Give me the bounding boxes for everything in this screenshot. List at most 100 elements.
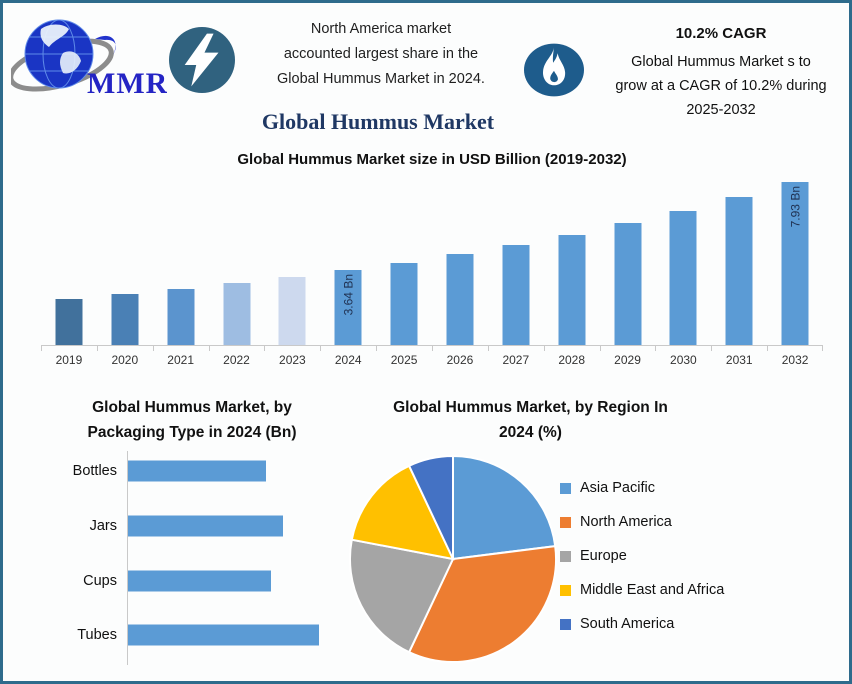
bar-column-2028 xyxy=(544,179,600,345)
x-axis-label-2023: 2023 xyxy=(279,353,306,367)
region-chart-title: Global Hummus Market, by Region In 2024 … xyxy=(358,395,703,445)
packaging-label-cups: Cups xyxy=(83,573,117,589)
bar-2020 xyxy=(111,294,139,345)
bar-2023 xyxy=(278,277,306,345)
pie-slice-middle-east-and-africa xyxy=(350,464,455,561)
x-axis-label-2024: 2024 xyxy=(334,353,362,367)
packaging-bar-jars xyxy=(128,515,283,537)
lightning-badge xyxy=(169,27,235,93)
legend-label: South America xyxy=(580,616,675,632)
axis-tick xyxy=(822,346,823,351)
cagr-line: Global Hummus Market s to xyxy=(631,54,811,70)
axis-tick xyxy=(376,346,377,351)
axis-tick xyxy=(264,346,265,351)
bar-value-label: 3.64 Bn xyxy=(341,274,356,316)
axis-tick xyxy=(209,346,210,351)
legend-item-middle-east-and-africa: Middle East and Africa xyxy=(560,581,724,599)
packaging-label-tubes: Tubes xyxy=(77,627,117,643)
legend-label: North America xyxy=(580,514,672,530)
cagr-line: 2025-2032 xyxy=(686,102,756,118)
packaging-label-jars: Jars xyxy=(89,518,117,534)
legend-swatch xyxy=(560,482,571,494)
x-axis-label-2030: 2030 xyxy=(670,353,697,367)
bar-2022 xyxy=(223,283,250,345)
axis-tick xyxy=(488,346,489,351)
bar-column-2020 xyxy=(97,179,153,345)
note-line: North America market xyxy=(310,21,452,37)
x-axis-label-2025: 2025 xyxy=(390,353,418,367)
bar-column-2030 xyxy=(655,179,711,345)
flame-icon xyxy=(524,43,584,97)
bar-2028 xyxy=(558,235,586,345)
region-pie xyxy=(349,454,557,663)
note-line: accounted largest share in the xyxy=(283,46,479,62)
legend-swatch xyxy=(560,618,571,630)
pie-slice-south-america xyxy=(407,454,454,560)
legend-swatch xyxy=(560,584,571,596)
x-axis-label-2021: 2021 xyxy=(167,353,194,367)
packaging-title-line: Global Hummus Market, by xyxy=(92,399,292,416)
legend-swatch xyxy=(560,550,571,562)
bar-2025 xyxy=(390,263,418,345)
axis-tick xyxy=(41,346,42,351)
packaging-bar-bottles xyxy=(128,460,266,482)
bar-2027 xyxy=(502,245,530,345)
x-axis-label-2028: 2028 xyxy=(558,353,586,367)
legend-label: Europe xyxy=(580,548,627,564)
bar-2029 xyxy=(614,223,642,345)
x-axis-label-2027: 2027 xyxy=(502,353,530,367)
bar-2024: 3.64 Bn xyxy=(334,270,362,345)
legend-swatch xyxy=(560,516,571,528)
bar-2019 xyxy=(55,299,83,345)
legend-label: Asia Pacific xyxy=(580,480,655,496)
bar-column-2023 xyxy=(264,179,320,345)
market-size-x-axis: 2019 2020 2021 2022 2023 2024 2025 2026 2027 2028… xyxy=(41,346,823,372)
legend-item-south-america: South America xyxy=(560,615,724,633)
lightning-icon xyxy=(169,27,235,93)
flame-badge xyxy=(520,40,588,100)
x-axis-label-2019: 2019 xyxy=(55,353,83,367)
axis-tick xyxy=(711,346,712,351)
axis-tick xyxy=(320,346,321,351)
packaging-bar-cups xyxy=(128,570,271,592)
note-line: Global Hummus Market in 2024. xyxy=(277,71,485,87)
svg-text:MMR: MMR xyxy=(87,67,167,100)
page-title: Global Hummus Market xyxy=(261,109,495,134)
market-size-chart-title: Global Hummus Market size in USD Billion… xyxy=(237,151,627,168)
bar-column-2031 xyxy=(711,179,767,345)
bar-2021 xyxy=(167,289,195,345)
axis-tick xyxy=(600,346,601,351)
packaging-bar-tubes xyxy=(128,624,319,646)
x-axis-label-2026: 2026 xyxy=(446,353,474,367)
axis-tick xyxy=(153,346,154,351)
mmr-logo: MMR xyxy=(8,13,167,105)
axis-tick xyxy=(655,346,656,351)
packaging-title-line: Packaging Type in 2024 (Bn) xyxy=(87,424,297,441)
packaging-y-axis-line xyxy=(127,451,128,665)
bar-column-2025 xyxy=(376,179,432,345)
packaging-plot-area: Bottles Jars Cups Tubes xyxy=(31,451,353,665)
packaging-chart-title: Global Hummus Market, by Packaging Type … xyxy=(67,395,317,445)
bar-2031 xyxy=(725,197,753,345)
bar-2026 xyxy=(446,254,474,345)
axis-tick xyxy=(767,346,768,351)
x-axis-label-2029: 2029 xyxy=(614,353,641,367)
pie-slice-europe xyxy=(349,538,455,654)
region-legend: Asia Pacific North America Europe Middle Ea… xyxy=(560,479,724,649)
globe-icon: MMR xyxy=(8,19,167,100)
x-axis-label-2031: 2031 xyxy=(725,353,753,367)
cagr-value: 10.2% CAGR xyxy=(675,25,767,42)
axis-tick xyxy=(544,346,545,351)
axis-tick xyxy=(97,346,98,351)
bar-2032: 7.93 Bn xyxy=(781,182,809,345)
cagr-note: 10.2% CAGR Global Hummus Market s to gro… xyxy=(599,25,843,122)
x-axis-label-2020: 2020 xyxy=(111,353,139,367)
bar-column-2032: 7.93 Bn xyxy=(767,179,823,345)
legend-label: Middle East and Africa xyxy=(580,582,725,598)
packaging-label-bottles: Bottles xyxy=(72,463,117,479)
bar-2030 xyxy=(669,211,697,345)
bar-column-2026 xyxy=(432,179,488,345)
pie-slice-asia-pacific xyxy=(452,454,557,561)
cagr-line: grow at a CAGR of 10.2% during xyxy=(615,78,827,94)
